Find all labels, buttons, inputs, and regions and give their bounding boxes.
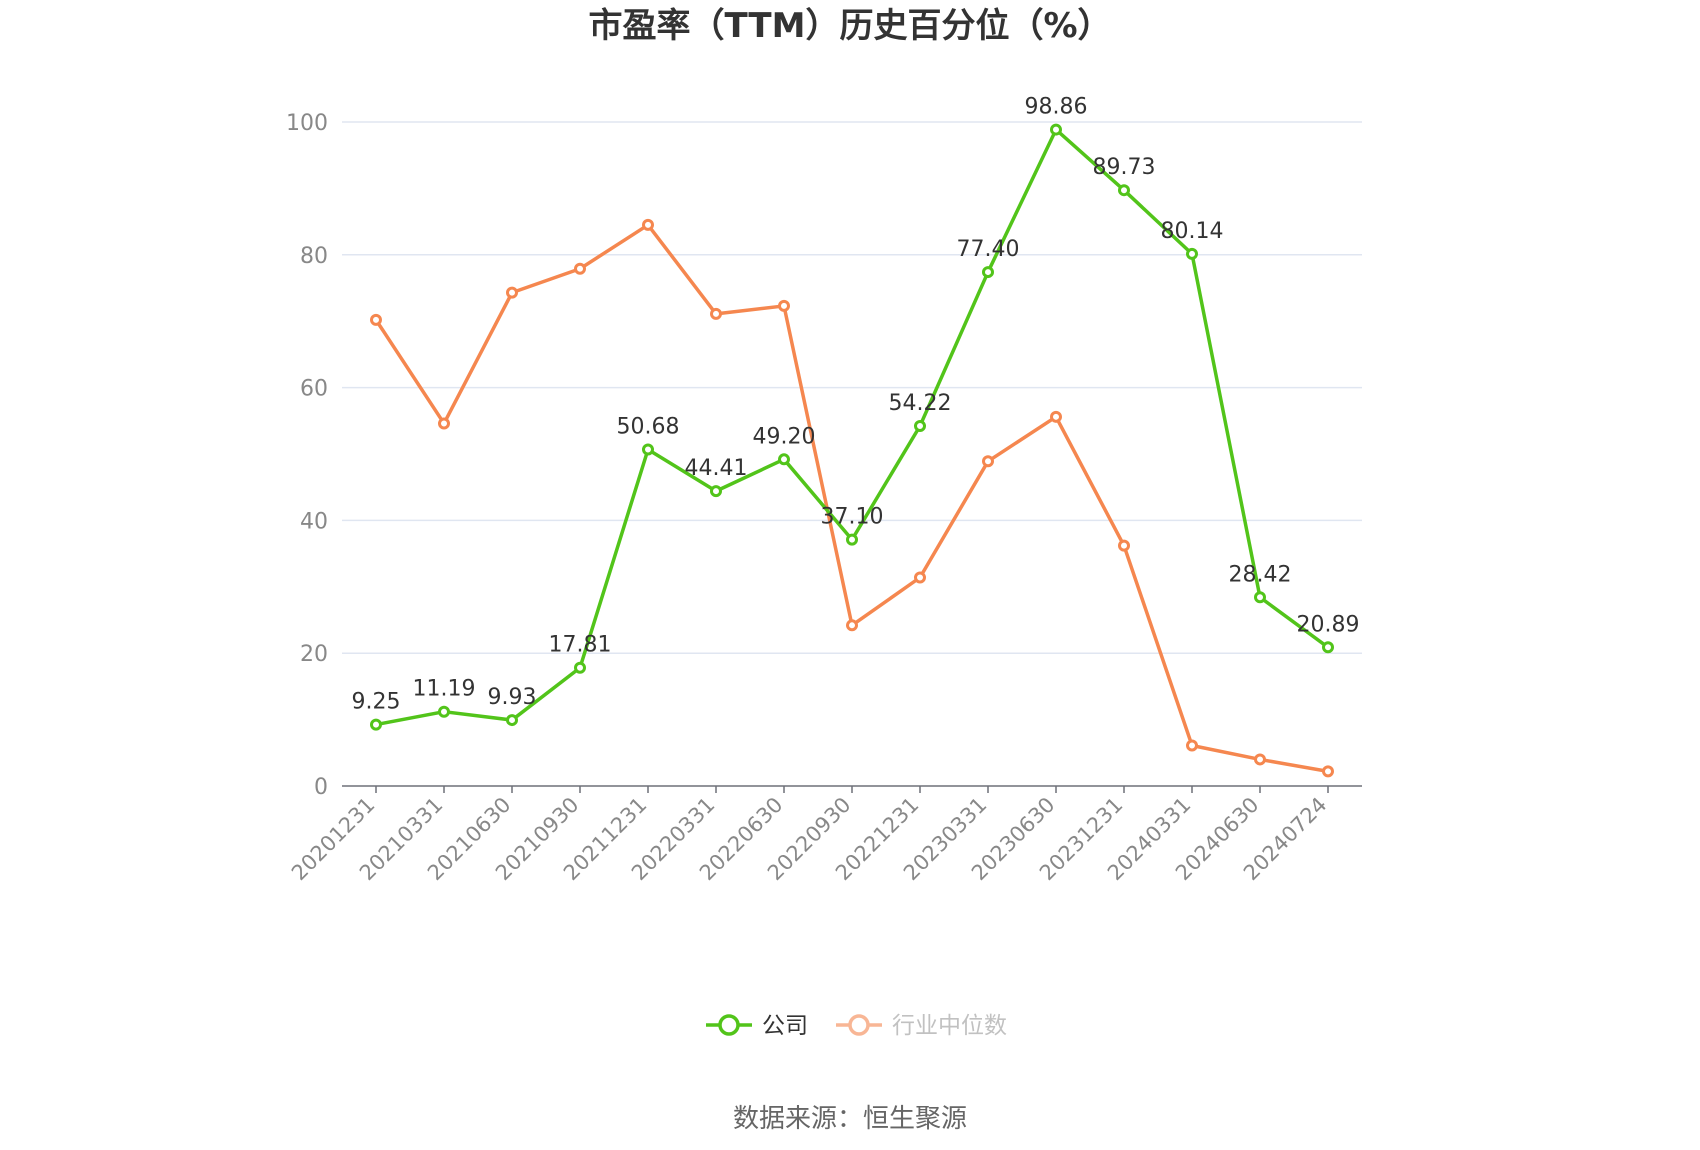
chart-title: 市盈率（TTM）历史百分位（%） [588,6,1111,46]
legend-marker [718,1014,740,1036]
data-point[interactable] [438,417,450,430]
data-point[interactable] [982,455,994,468]
data-point[interactable] [370,718,382,731]
data-label: 50.68 [617,414,680,439]
data-point[interactable] [846,619,858,632]
data-point[interactable] [1254,591,1266,604]
y-tick-label: 80 [300,244,328,269]
legend: 公司 行业中位数 [706,1013,1007,1039]
data-point[interactable] [1118,184,1130,197]
data-point[interactable] [574,262,586,275]
y-axis: 0 20 40 60 80 100 [286,111,328,800]
data-point[interactable] [1050,123,1062,136]
series-layer [370,123,1334,778]
data-point[interactable] [1118,539,1130,552]
source-note: 数据来源：恒生聚源 [733,1104,967,1134]
data-label: 17.81 [549,633,612,658]
data-label: 20.89 [1297,612,1360,637]
data-label: 98.86 [1025,95,1088,120]
data-point[interactable] [1322,641,1334,654]
data-label: 80.14 [1161,219,1224,244]
data-point[interactable] [642,218,654,231]
legend-item-0[interactable]: 公司 [706,1013,808,1039]
data-point[interactable] [778,299,790,312]
legend-label: 行业中位数 [892,1013,1007,1039]
data-point[interactable] [506,286,518,299]
data-point[interactable] [1322,765,1334,778]
y-tick-label: 60 [300,377,328,402]
data-label: 9.93 [488,685,537,710]
data-point[interactable] [1050,410,1062,423]
data-point[interactable] [574,661,586,674]
data-point[interactable] [846,533,858,546]
data-point[interactable] [982,266,994,279]
data-point[interactable] [1186,247,1198,260]
y-tick-label: 0 [314,775,328,800]
data-point[interactable] [914,571,926,584]
y-tick-label: 20 [300,642,328,667]
data-label: 37.10 [821,505,884,530]
data-label: 11.19 [413,677,476,702]
data-point[interactable] [438,705,450,718]
data-label: 49.20 [753,424,816,449]
data-point[interactable] [506,714,518,727]
y-tick-label: 100 [286,111,328,136]
data-label: 44.41 [685,456,748,481]
data-point[interactable] [370,313,382,326]
legend-item-1[interactable]: 行业中位数 [836,1013,1007,1039]
data-point[interactable] [914,419,926,432]
data-label: 54.22 [889,391,952,416]
data-point[interactable] [778,453,790,466]
x-axis: 2020123120210331202106302021093020211231… [287,785,1362,885]
data-point[interactable] [1254,753,1266,766]
data-point[interactable] [710,307,722,320]
grid-lines [342,121,1362,654]
data-label: 9.25 [352,690,401,715]
data-label: 77.40 [957,237,1020,262]
series-1 [370,218,1334,778]
legend-label: 公司 [762,1013,808,1039]
data-point[interactable] [642,443,654,456]
data-label: 28.42 [1229,562,1292,587]
data-point[interactable] [710,485,722,498]
y-tick-label: 40 [300,509,328,534]
legend-marker [848,1014,870,1036]
series-0 [370,123,1334,731]
data-point[interactable] [1186,739,1198,752]
data-label: 89.73 [1093,155,1156,180]
